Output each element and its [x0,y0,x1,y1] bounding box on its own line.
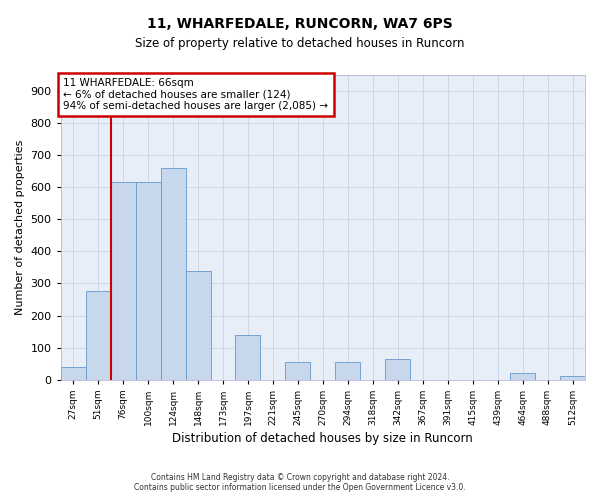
Text: 11, WHARFEDALE, RUNCORN, WA7 6PS: 11, WHARFEDALE, RUNCORN, WA7 6PS [147,18,453,32]
Bar [61,367,86,380]
X-axis label: Distribution of detached houses by size in Runcorn: Distribution of detached houses by size … [172,432,473,445]
Bar [286,362,310,380]
Bar [385,359,410,380]
Bar [136,182,161,380]
Text: Size of property relative to detached houses in Runcorn: Size of property relative to detached ho… [135,38,465,51]
Bar [335,362,361,380]
Bar [86,292,110,380]
Bar [510,373,535,380]
Bar [110,182,136,380]
Bar [185,270,211,380]
Y-axis label: Number of detached properties: Number of detached properties [15,140,25,315]
Bar [161,168,185,380]
Text: 11 WHARFEDALE: 66sqm
← 6% of detached houses are smaller (124)
94% of semi-detac: 11 WHARFEDALE: 66sqm ← 6% of detached ho… [64,78,328,111]
Text: Contains HM Land Registry data © Crown copyright and database right 2024.
Contai: Contains HM Land Registry data © Crown c… [134,473,466,492]
Bar [235,335,260,380]
Bar [560,376,585,380]
